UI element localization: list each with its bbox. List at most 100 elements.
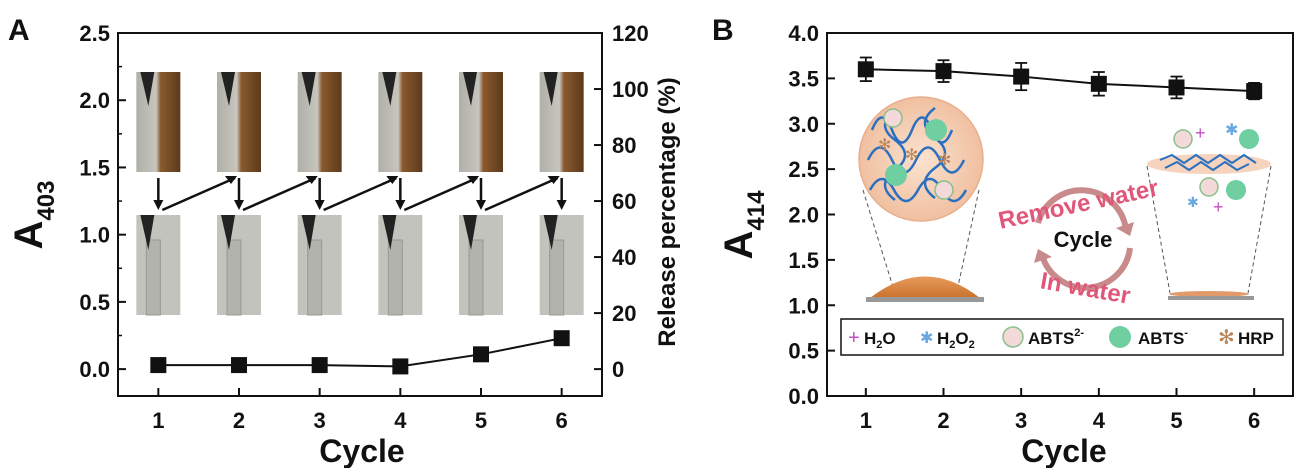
gel-column — [468, 239, 484, 316]
needle-icon — [382, 215, 397, 250]
arrow-diagonal — [403, 176, 478, 212]
legend-hrp-icon: ✻ — [1218, 327, 1235, 349]
zoom-line — [862, 189, 898, 301]
cycle-arrow-top — [1035, 187, 1129, 231]
arrowhead — [153, 200, 164, 210]
x-tick-label-a: 4 — [394, 408, 407, 433]
y-axis-label-a: A403 — [7, 181, 60, 250]
photo-droplet-before — [539, 72, 584, 172]
zoom-line — [1247, 165, 1272, 294]
abts-molecule — [885, 164, 907, 186]
axes-a: 0.0 0.5 1.0 1.5 2.0 2.5 0 20 40 60 80 100 120 1 2 3 4 5 6 — [79, 21, 648, 433]
y-label-a-sub: 403 — [33, 181, 60, 221]
series-line-b — [865, 68, 1255, 93]
data-point-b — [1168, 79, 1185, 96]
y-tick-label-b: 1.5 — [788, 248, 819, 273]
plot-frame-a — [117, 32, 603, 397]
legend-abts2-icon — [1002, 326, 1024, 348]
y2-tick-label-a: 100 — [612, 77, 649, 102]
arrow-diagonal — [242, 176, 317, 212]
y-label-a-main: A — [7, 221, 51, 250]
data-point-a — [231, 357, 247, 374]
panel-letter-b: B — [712, 14, 734, 47]
panel-letter-a: A — [8, 14, 30, 47]
legend-h2o2-icon: ✱ — [920, 330, 933, 347]
y-tick-label-b: 2.0 — [788, 203, 819, 228]
y2-axis-label-a: Release percentage (%) — [654, 77, 681, 346]
needle-icon — [140, 215, 155, 250]
data-point-a — [473, 346, 489, 363]
data-point-a — [392, 358, 409, 375]
x-tick-label-b: 1 — [860, 408, 872, 433]
peroxide-icon: ✱ — [1187, 194, 1199, 210]
photo-droplet-before — [217, 72, 261, 172]
needle-icon — [301, 72, 316, 106]
zoom-line — [1146, 165, 1171, 294]
svg-text:A403: A403 — [7, 181, 60, 250]
y-tick-label-b: 2.5 — [788, 157, 819, 182]
y-tick-label-a: 0.5 — [79, 290, 110, 315]
arrow-sequence-a — [153, 176, 567, 212]
y-tick-label-b: 4.0 — [788, 21, 819, 46]
arrowhead — [476, 200, 486, 210]
peroxide-icon: ✱ — [1225, 122, 1238, 139]
y-tick-label-b: 0.0 — [788, 384, 819, 409]
polymer-chain — [1164, 160, 1250, 172]
data-point-a — [553, 330, 570, 347]
x-tick-label-b: 4 — [1093, 408, 1106, 433]
photo-strip-a — [136, 72, 584, 316]
abts-molecule — [1239, 129, 1259, 149]
y2-label-a: Release percentage (%) — [654, 77, 681, 346]
x-axis-label-b: Cycle — [1021, 433, 1106, 468]
data-point-b — [935, 63, 952, 80]
data-point-b — [857, 61, 874, 78]
cycle-label: Cycle — [1054, 227, 1113, 252]
y-tick-label-a: 2.0 — [79, 88, 110, 113]
legend-abts-label: ABTS- — [1138, 327, 1188, 348]
arrowhead — [467, 176, 479, 184]
gel-column — [387, 239, 403, 316]
zoom-line — [954, 189, 980, 301]
hrp-icon: ✻ — [938, 152, 951, 169]
hydrogel-droplet — [870, 276, 980, 298]
legend-h2o-label: H2O — [864, 329, 896, 351]
x-tick-label-b: 3 — [1015, 408, 1027, 433]
gel-column — [145, 239, 161, 316]
abts2-molecule — [1199, 177, 1219, 197]
arrow-diagonal — [484, 176, 559, 212]
photo-droplet-before — [378, 72, 423, 172]
polymer-chain — [1159, 153, 1257, 165]
y-tick-label-b: 3.0 — [788, 112, 819, 137]
cycle-arrowhead — [1116, 222, 1134, 236]
data-point-a — [150, 357, 167, 374]
x-tick-label-b: 5 — [1170, 408, 1182, 433]
needle-icon — [221, 215, 235, 250]
hrp-icon: ✻ — [878, 137, 891, 154]
x-tick-label-a: 2 — [233, 408, 245, 433]
hydrogel-thin-layer — [1169, 291, 1249, 297]
arrowhead — [386, 176, 399, 184]
data-point-b — [1246, 83, 1263, 100]
needle-icon — [382, 72, 397, 106]
y2-tick-label-a: 60 — [612, 189, 636, 214]
x-tick-label-b: 6 — [1248, 408, 1260, 433]
arrowhead — [225, 176, 237, 184]
polymer-chain — [866, 146, 966, 174]
abts2-molecule — [934, 180, 954, 200]
cycle-arrow-bottom — [1039, 247, 1133, 291]
y-tick-label-b: 3.5 — [788, 66, 819, 91]
x-tick-label-a: 6 — [556, 408, 568, 433]
abts2-molecule — [1173, 129, 1193, 149]
hrp-icon: ✻ — [905, 147, 918, 164]
legend-box — [840, 318, 1284, 356]
needle-icon — [463, 72, 477, 106]
data-point-b — [1090, 75, 1107, 92]
photo-droplet-before — [297, 72, 342, 172]
polymer-chain — [883, 109, 907, 201]
y-tick-label-b: 0.5 — [788, 339, 819, 364]
substrate — [1168, 296, 1254, 300]
arrow-diagonal — [161, 176, 236, 212]
y2-tick-label-a: 0 — [612, 357, 624, 382]
gel-column — [307, 239, 323, 316]
